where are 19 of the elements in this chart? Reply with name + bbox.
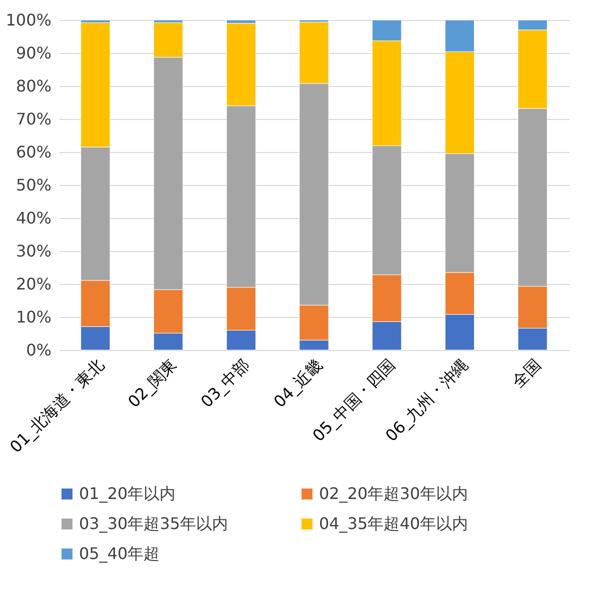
y-tick-label: 50%: [16, 176, 52, 194]
y-tick-label: 30%: [16, 242, 52, 260]
legend-label: 05_40年超: [79, 544, 160, 563]
legend-label: 03_30年超35年以内: [79, 514, 228, 533]
y-tick-label: 100%: [6, 10, 52, 30]
y-tick-label: 60%: [16, 142, 52, 162]
x-tick-label: 全国: [508, 355, 545, 392]
y-tick-label: 70%: [16, 110, 52, 128]
x-tick-label: 02_関東: [124, 355, 180, 412]
y-tick-label: 90%: [16, 44, 52, 62]
legend-label: 04_35年超40年以内: [319, 514, 468, 533]
legend-label: 02_20年超30年以内: [319, 484, 468, 503]
y-tick-label: 40%: [16, 208, 52, 228]
y-tick-label: 20%: [16, 274, 52, 294]
y-tick-label: 10%: [16, 308, 52, 326]
x-tick-label: 03_中部: [197, 355, 254, 412]
y-tick-label: 80%: [16, 76, 52, 96]
x-tick-label: 04_近畿: [270, 355, 326, 412]
legend-label: 01_20年以内: [79, 484, 176, 503]
